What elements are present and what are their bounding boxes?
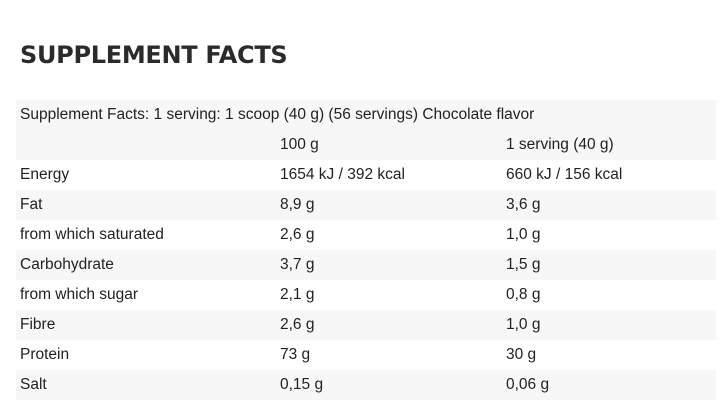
per-serving-value: 660 kJ / 156 kcal [502,160,716,190]
nutrient-name: Energy [16,160,276,190]
table-row: Protein 73 g 30 g [16,340,716,370]
supplement-facts-table: Supplement Facts: 1 serving: 1 scoop (40… [16,100,716,400]
nutrient-name: from which sugar [16,280,276,310]
per-100g-value: 2,1 g [276,280,502,310]
per-serving-value: 1,0 g [502,220,716,250]
per-serving-value: 1,0 g [502,310,716,340]
nutrient-name: Carbohydrate [16,250,276,280]
table-row: Energy 1654 kJ / 392 kcal 660 kJ / 156 k… [16,160,716,190]
table-header-row: 100 g 1 serving (40 g) [16,130,716,160]
table-row: from which saturated 2,6 g 1,0 g [16,220,716,250]
header-cell-nutrient [16,130,276,160]
table-row: Carbohydrate 3,7 g 1,5 g [16,250,716,280]
nutrient-name: Fibre [16,310,276,340]
nutrient-name: Salt [16,370,276,400]
nutrient-name: Fat [16,190,276,220]
per-100g-value: 2,6 g [276,310,502,340]
per-100g-value: 3,7 g [276,250,502,280]
table-row: from which sugar 2,1 g 0,8 g [16,280,716,310]
table-row: Fat 8,9 g 3,6 g [16,190,716,220]
per-serving-value: 0,8 g [502,280,716,310]
header-cell-per-100g: 100 g [276,130,502,160]
per-serving-value: 1,5 g [502,250,716,280]
per-serving-value: 30 g [502,340,716,370]
table-caption: Supplement Facts: 1 serving: 1 scoop (40… [16,100,716,130]
table-caption-row: Supplement Facts: 1 serving: 1 scoop (40… [16,100,716,130]
table-row: Salt 0,15 g 0,06 g [16,370,716,400]
page-title: SUPPLEMENT FACTS [20,41,288,69]
nutrient-name: from which saturated [16,220,276,250]
per-100g-value: 8,9 g [276,190,502,220]
per-100g-value: 2,6 g [276,220,502,250]
per-serving-value: 3,6 g [502,190,716,220]
per-100g-value: 73 g [276,340,502,370]
nutrient-name: Protein [16,340,276,370]
header-cell-per-serving: 1 serving (40 g) [502,130,716,160]
table-row: Fibre 2,6 g 1,0 g [16,310,716,340]
per-100g-value: 0,15 g [276,370,502,400]
per-serving-value: 0,06 g [502,370,716,400]
per-100g-value: 1654 kJ / 392 kcal [276,160,502,190]
